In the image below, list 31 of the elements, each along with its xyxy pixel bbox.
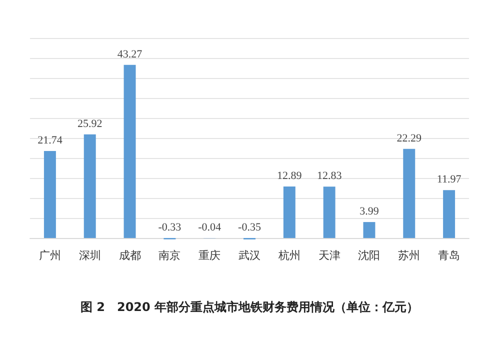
x-tick-label: 广州 [38,249,61,262]
bar [363,222,376,238]
bar [84,134,96,238]
bar [44,151,56,238]
bar [443,190,456,238]
data-label: -0.33 [158,222,182,234]
bar [323,186,336,238]
x-tick-label: 苏州 [398,249,420,262]
x-tick-label: 青岛 [438,249,460,262]
x-tick-label: 沈阳 [358,249,380,262]
bar [283,186,296,238]
x-tick-label: 重庆 [198,249,221,262]
data-label: 22.29 [396,132,422,144]
x-tick-label: 杭州 [277,249,300,262]
x-tick-label: 天津 [318,249,340,262]
data-label: 3.99 [360,206,380,218]
data-label: -0.35 [238,222,262,234]
data-label: 21.74 [38,134,63,147]
text: 图 2 2020 年部分重点城市地铁财务费用情况（单位：亿元） [80,300,419,314]
x-tick-label: 成都 [118,249,141,262]
data-label: 25.92 [77,118,102,130]
data-label: -0.04 [198,222,222,234]
data-label: 12.83 [316,170,342,182]
data-label: 11.97 [436,174,462,186]
data-label: 12.89 [277,170,302,182]
x-tick-label: 深圳 [78,249,101,262]
data-label: 43.27 [117,48,143,60]
bar [124,64,136,238]
x-tick-label: 武汉 [238,249,260,262]
bar [403,148,416,238]
x-tick-label: 南京 [158,249,181,262]
